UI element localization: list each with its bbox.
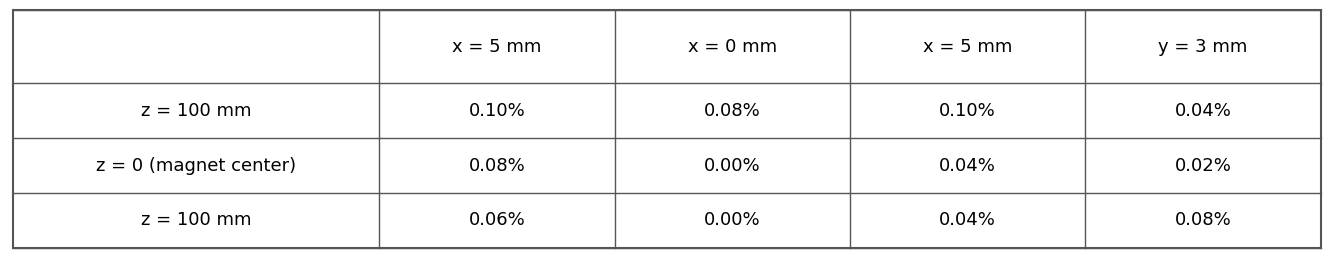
Text: 0.08%: 0.08% [468,157,526,174]
Text: 0.04%: 0.04% [939,157,996,174]
Text: z = 100 mm: z = 100 mm [141,211,252,229]
Text: 0.04%: 0.04% [939,211,996,229]
Text: 0.00%: 0.00% [704,157,760,174]
Text: 0.08%: 0.08% [704,102,760,120]
Text: 0.00%: 0.00% [704,211,760,229]
Text: 0.10%: 0.10% [939,102,996,120]
Text: y = 3 mm: y = 3 mm [1158,38,1247,56]
Text: 0.02%: 0.02% [1174,157,1231,174]
Text: 0.10%: 0.10% [468,102,526,120]
Text: x = 5 mm: x = 5 mm [452,38,542,56]
Text: z = 100 mm: z = 100 mm [141,102,252,120]
Text: 0.08%: 0.08% [1175,211,1231,229]
Text: 0.04%: 0.04% [1174,102,1231,120]
Text: 0.06%: 0.06% [468,211,526,229]
Text: x = 5 mm: x = 5 mm [923,38,1013,56]
Text: x = 0 mm: x = 0 mm [688,38,776,56]
Text: z = 0 (magnet center): z = 0 (magnet center) [96,157,296,174]
